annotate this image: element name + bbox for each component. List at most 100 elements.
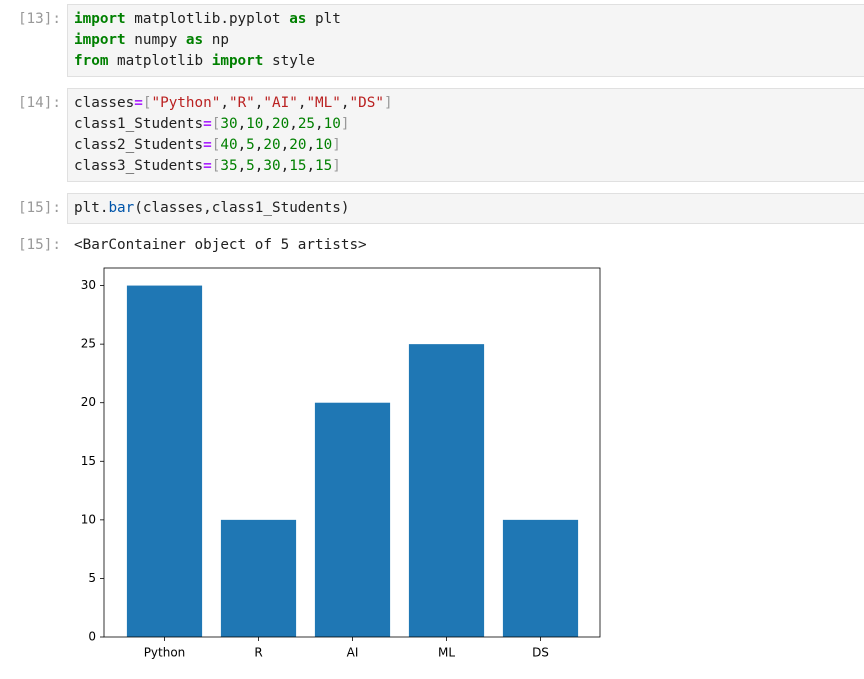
- code-token: 25: [297, 116, 316, 132]
- code-token: import: [74, 32, 126, 48]
- code-token: 20: [289, 137, 307, 153]
- code-token: classes: [74, 95, 135, 111]
- code-token: class3_Students: [74, 158, 204, 174]
- code-token: 30: [220, 116, 238, 132]
- code-token: as: [289, 11, 307, 27]
- code-token: ,: [315, 116, 324, 132]
- code-token: 15: [315, 158, 333, 174]
- bar: [408, 344, 485, 637]
- code-token: ,: [280, 137, 290, 153]
- code-token: =: [203, 137, 212, 153]
- code-token: 10: [323, 116, 341, 132]
- code-token: [: [142, 95, 152, 111]
- code-token: ,: [254, 137, 264, 153]
- code-token: ,: [263, 116, 272, 132]
- code-token: ]: [332, 137, 341, 153]
- code-line: class3_Students=[35,5,30,15,15]: [74, 156, 858, 177]
- code-token: 5: [246, 137, 255, 153]
- code-token: ,: [306, 137, 316, 153]
- code-token: "Python": [151, 95, 221, 111]
- code-editor[interactable]: classes=["Python","R","AI","ML","DS"] cla…: [67, 88, 864, 182]
- code-editor[interactable]: plt.bar(classes,class1_Students): [67, 193, 864, 224]
- code-token: class1_Students: [74, 116, 204, 132]
- code-token: 35: [220, 158, 238, 174]
- code-token: plt: [306, 11, 341, 27]
- execution-count: [15]:: [17, 200, 61, 216]
- code-token: ,: [237, 116, 247, 132]
- output-text: <BarContainer object of 5 artists>: [74, 237, 367, 253]
- code-token: ,: [237, 158, 247, 174]
- code-token: "R": [228, 95, 255, 111]
- code-token: [: [211, 158, 221, 174]
- code-line: class2_Students=[40,5,20,20,10]: [74, 135, 858, 156]
- x-tick-label: ML: [438, 646, 455, 660]
- code-token: matplotlib: [108, 53, 212, 69]
- code-line: import numpy as np: [74, 30, 858, 51]
- bar: [314, 402, 391, 637]
- code-token: 10: [246, 116, 264, 132]
- y-tick-label: 15: [81, 454, 96, 468]
- code-token: ,: [220, 95, 229, 111]
- code-editor[interactable]: import matplotlib.pyplot as plt import nu…: [67, 4, 864, 77]
- code-token: =: [134, 95, 143, 111]
- code-line: import matplotlib.pyplot as plt: [74, 9, 858, 30]
- code-line: from matplotlib import style: [74, 51, 858, 72]
- code-token: ,: [297, 95, 307, 111]
- code-token: "AI": [263, 95, 298, 111]
- code-token: ,: [254, 95, 264, 111]
- code-token: style: [263, 53, 316, 69]
- execution-count: [14]:: [17, 95, 61, 111]
- code-token: =: [203, 116, 212, 132]
- y-tick-label: 25: [81, 337, 96, 351]
- code-token: 15: [289, 158, 307, 174]
- y-tick-label: 5: [88, 571, 96, 585]
- code-token: (classes,class1_Students): [134, 200, 350, 216]
- code-line: class1_Students=[30,10,20,25,10]: [74, 114, 858, 135]
- code-line: plt.bar(classes,class1_Students): [74, 198, 858, 219]
- bar: [220, 519, 297, 637]
- code-token: [: [211, 137, 221, 153]
- bar: [502, 519, 579, 637]
- x-tick-label: DS: [532, 646, 549, 660]
- code-token: ,: [289, 116, 298, 132]
- x-tick-label: Python: [144, 646, 186, 660]
- code-token: =: [203, 158, 212, 174]
- code-token: 30: [263, 158, 281, 174]
- code-token: ]: [383, 95, 393, 111]
- code-token: [: [211, 116, 221, 132]
- code-token: class2_Students: [74, 137, 204, 153]
- code-token: ,: [306, 158, 316, 174]
- notebook: [13]: import matplotlib.pyplot as plt impo…: [0, 4, 864, 256]
- code-token: "DS": [349, 95, 384, 111]
- code-token: np: [203, 32, 229, 48]
- y-tick-label: 30: [81, 278, 96, 292]
- code-token: plt.: [74, 200, 109, 216]
- bar: [126, 285, 203, 637]
- code-token: numpy: [125, 32, 186, 48]
- code-token: 5: [246, 158, 255, 174]
- y-tick-label: 10: [81, 512, 96, 526]
- plot-frame: [103, 267, 601, 638]
- code-cell[interactable]: [14]: classes=["Python","R","AI","ML","DS…: [0, 88, 864, 182]
- code-cell[interactable]: [13]: import matplotlib.pyplot as plt impo…: [0, 4, 864, 77]
- code-token: 10: [315, 137, 333, 153]
- execution-count: [15]:: [17, 237, 61, 253]
- code-cell[interactable]: [15]: plt.bar(classes,class1_Students): [0, 193, 864, 224]
- code-token: ,: [340, 95, 350, 111]
- code-token: as: [185, 32, 204, 48]
- code-token: import: [211, 53, 264, 69]
- x-tick-label: AI: [347, 646, 359, 660]
- code-token: 20: [272, 116, 290, 132]
- code-token: "ML": [306, 95, 341, 111]
- x-tick-label: R: [254, 646, 262, 660]
- code-token: from: [74, 53, 109, 69]
- output: [15]: <BarContainer object of 5 artists>: [0, 235, 864, 256]
- code-token: import: [74, 11, 126, 27]
- code-token: matplotlib.pyplot: [125, 11, 290, 27]
- y-tick-label: 0: [88, 630, 96, 644]
- y-tick-label: 20: [81, 395, 96, 409]
- code-token: bar: [108, 200, 135, 216]
- code-line: classes=["Python","R","AI","ML","DS"]: [74, 93, 858, 114]
